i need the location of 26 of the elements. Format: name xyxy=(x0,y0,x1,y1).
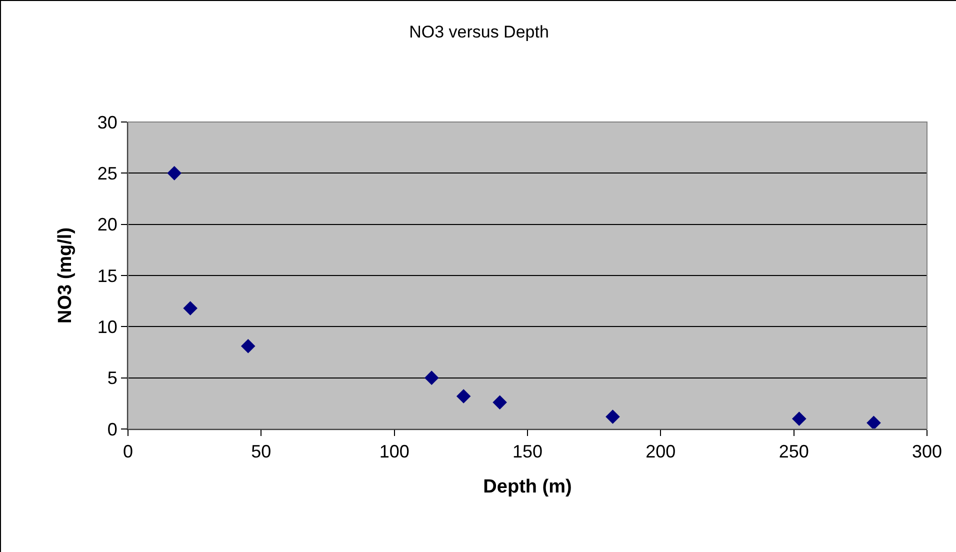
x-tick-label: 100 xyxy=(379,442,410,462)
x-axis-title: Depth (m) xyxy=(483,476,572,498)
x-tick-label: 250 xyxy=(778,442,809,462)
point xyxy=(792,412,806,426)
x-tick-label: 150 xyxy=(512,442,543,462)
point xyxy=(167,166,182,180)
point xyxy=(866,416,881,430)
y-tick-label: 10 xyxy=(97,316,118,337)
point xyxy=(606,410,620,424)
y-tick-label: 15 xyxy=(97,266,118,286)
y-tick-label: 20 xyxy=(97,214,118,235)
point xyxy=(424,370,439,385)
point xyxy=(456,389,471,404)
chart-title: NO3 versus Depth xyxy=(409,22,549,42)
y-tick-label: 0 xyxy=(107,419,118,440)
x-tick-label: 200 xyxy=(646,442,676,462)
x-tick-label: 300 xyxy=(912,442,942,462)
point xyxy=(183,301,198,316)
point xyxy=(240,338,256,354)
y-tick-label: 5 xyxy=(107,368,118,388)
y-tick-label: 30 xyxy=(97,112,118,132)
x-tick-label: 0 xyxy=(122,442,134,462)
y-tick-label: 25 xyxy=(97,163,118,184)
x-tick-label: 50 xyxy=(251,442,272,462)
y-axis-title: NO3 (mg/l) xyxy=(55,227,76,324)
point xyxy=(492,395,507,410)
